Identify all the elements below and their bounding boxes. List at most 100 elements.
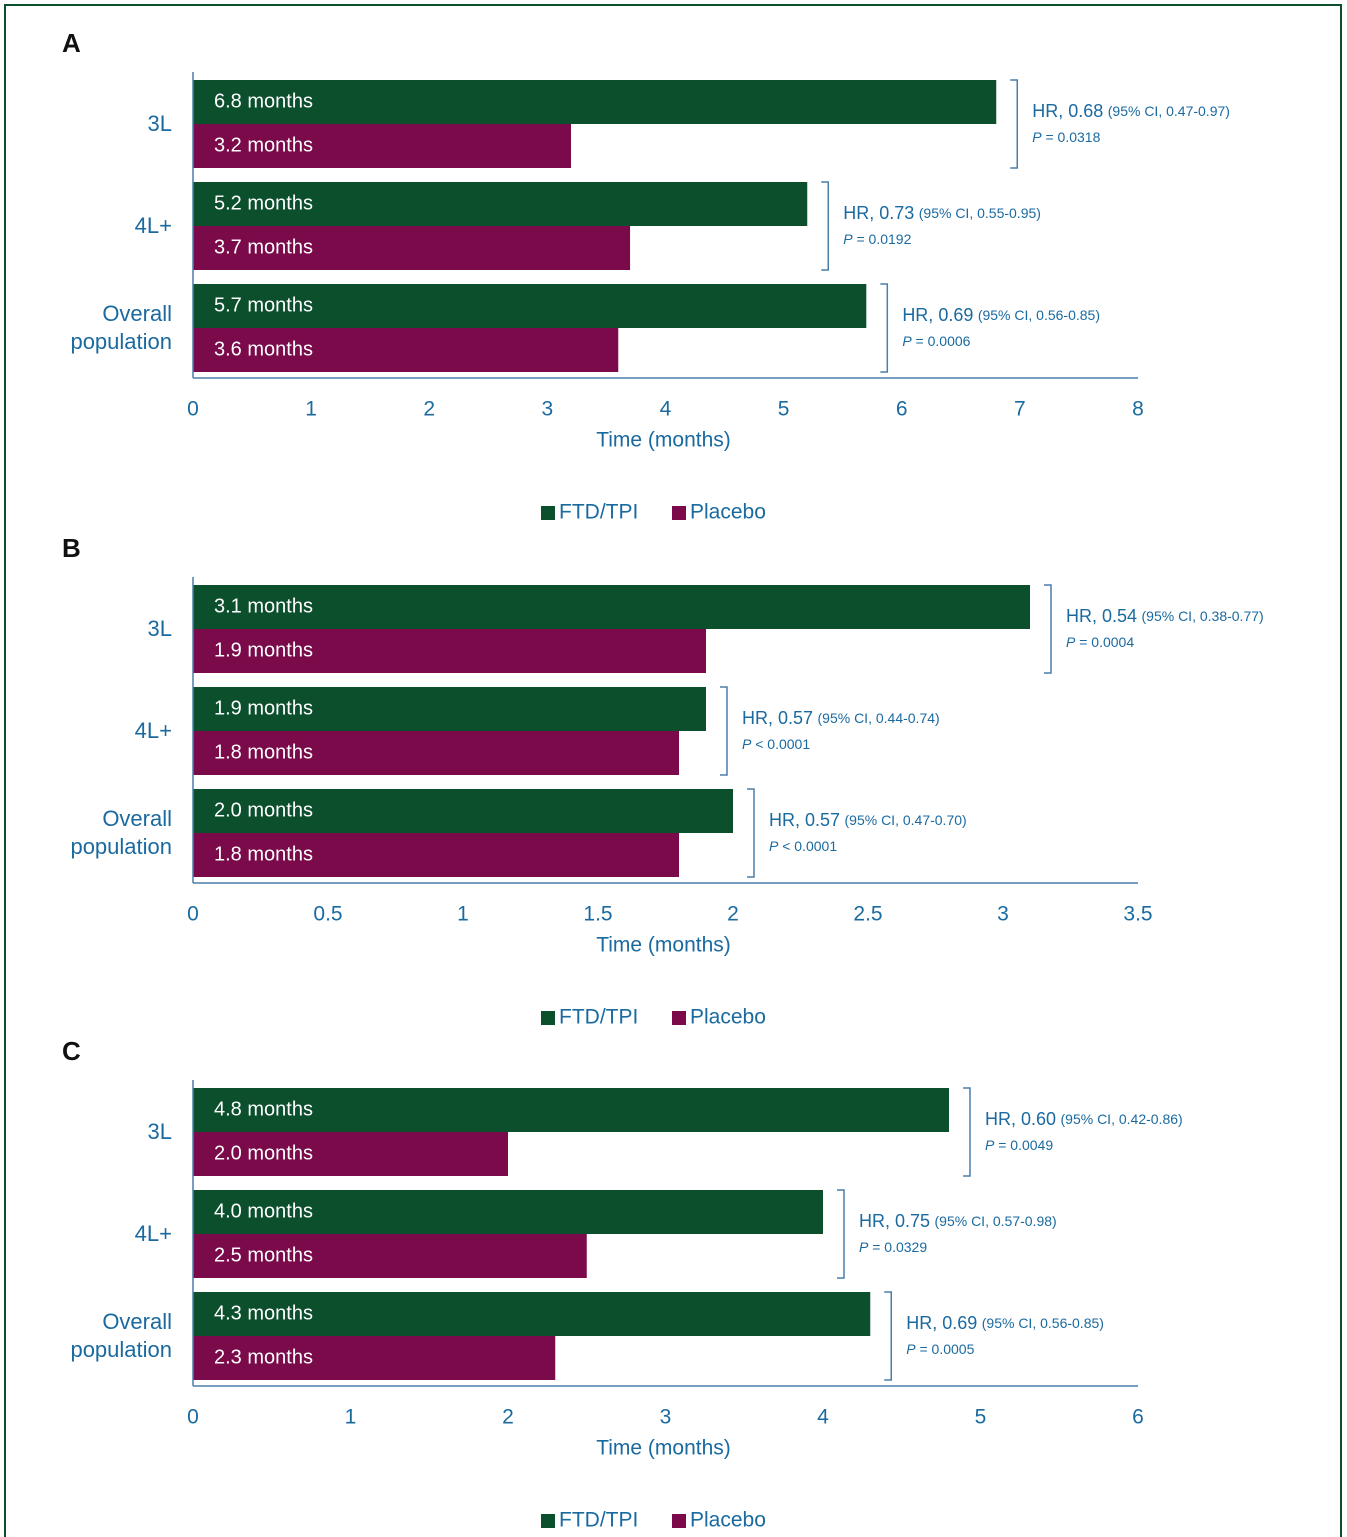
x-tick-label: 2 [423,398,435,421]
x-tick-label: 1 [457,903,469,926]
hr-annotation: HR, 0.69 (95% CI, 0.56-0.85) [906,1313,1104,1333]
bar [193,1234,587,1278]
hr-annotation: HR, 0.75 (95% CI, 0.57-0.98) [859,1211,1057,1231]
legend-label: FTD/TPI [559,501,638,524]
bracket [880,283,889,373]
x-tick-label: 5 [975,1406,987,1429]
hr-value: HR, 0.69 [906,1313,977,1333]
hr-ci: (95% CI, 0.47-0.70) [845,812,967,828]
x-tick-label: 0 [187,398,199,421]
y-tick-label: Overall population [70,301,172,354]
hr-ci: (95% CI, 0.55-0.95) [919,205,1041,221]
category-label-box: 4L+ [134,213,172,238]
hr-annotation: HR, 0.57 (95% CI, 0.47-0.70) [769,810,967,830]
panel-label: A [62,28,81,58]
p-symbol: P [742,736,752,752]
hr-ci: (95% CI, 0.42-0.86) [1061,1111,1183,1127]
category-label-box: 3L [148,1119,172,1144]
x-tick-label: 7 [1014,398,1026,421]
y-tick-label: 3L [147,616,172,641]
category-label-box: 4L+ [134,1221,172,1246]
hr-ci: (95% CI, 0.56-0.85) [978,307,1100,323]
category-label-box: Overall population [70,806,172,859]
bar [193,1132,508,1176]
bracket [747,788,755,878]
bar [193,629,706,673]
legend-label: Placebo [690,501,766,524]
value-label: 4.0 months [214,1200,313,1222]
hr-value: HR, 0.75 [859,1211,930,1231]
p-value: < 0.0001 [782,838,837,854]
bracket [1044,584,1052,674]
p-annotation: P = 0.0329 [859,1239,927,1255]
legend-swatch [541,1514,555,1528]
bar [193,789,733,833]
legend-swatch [541,1011,555,1025]
hr-annotation: HR, 0.54 (95% CI, 0.38-0.77) [1066,606,1264,626]
border [4,4,1342,1537]
x-tick-label: 2.5 [853,903,882,926]
category-label-box: Overall population [70,1309,172,1362]
value-label: 1.8 months [214,741,313,763]
x-tick-label: 2 [502,1406,514,1429]
legend-label: Placebo [690,1509,766,1532]
bracket [963,1087,971,1177]
bar [193,833,679,877]
p-value: = 0.0006 [916,333,971,349]
bar [193,124,571,168]
hr-ci: (95% CI, 0.38-0.77) [1142,608,1264,624]
p-annotation: P < 0.0001 [769,838,837,854]
legend-label: FTD/TPI [559,1006,638,1029]
p-symbol: P [906,1341,916,1357]
p-value: = 0.0004 [1079,634,1134,650]
value-label: 3.1 months [214,595,313,617]
p-annotation: P = 0.0049 [985,1137,1053,1153]
x-tick-label: 3 [660,1406,672,1429]
x-axis-label: Time (months) [596,1437,731,1460]
category-label-box: 4L+ [135,718,172,743]
p-annotation: P < 0.0001 [742,736,810,752]
value-label: 4.8 months [214,1098,313,1120]
hr-annotation: HR, 0.73 (95% CI, 0.55-0.95) [843,203,1041,223]
p-annotation: P = 0.0005 [906,1341,974,1357]
x-tick-label: 0 [187,903,199,926]
x-tick-label: 6 [896,398,908,421]
p-symbol: P [1066,634,1076,650]
y-tick-label: 4L+ [134,213,172,238]
p-value: < 0.0001 [755,736,810,752]
bracket [720,686,728,776]
x-tick-label: 0.5 [313,903,342,926]
x-tick-label: 3 [542,398,554,421]
value-label: 2.0 months [214,1142,313,1164]
value-label: 4.3 months [214,1302,313,1324]
value-label: 1.9 months [214,639,313,661]
p-value: = 0.0329 [872,1239,927,1255]
value-label: 3.2 months [214,134,313,156]
p-symbol: P [859,1239,869,1255]
y-tick-label: 4L+ [134,1221,172,1246]
bar [193,328,619,372]
value-label: 6.8 months [214,90,313,112]
legend-swatch [672,506,686,520]
category-label-box: 3L [147,616,172,641]
hr-value: HR, 0.60 [985,1109,1056,1129]
panel-label: C [62,1036,81,1066]
hr-annotation: HR, 0.60 (95% CI, 0.42-0.86) [985,1109,1183,1129]
category-label-box: 3L [148,111,172,136]
bar [193,80,997,124]
bar [193,284,867,328]
value-label: 2.0 months [214,799,313,821]
legend-label: FTD/TPI [559,1509,638,1532]
hr-value: HR, 0.54 [1066,606,1137,626]
value-label: 2.3 months [214,1346,313,1368]
panel-label: B [62,533,81,563]
p-value: = 0.0049 [998,1137,1053,1153]
x-tick-label: 8 [1132,398,1144,421]
y-tick-label: Overall population [70,1309,172,1362]
x-tick-label: 4 [817,1406,829,1429]
bar [193,1292,871,1336]
bracket [884,1291,892,1381]
value-label: 3.6 months [214,338,313,360]
x-tick-label: 1.5 [583,903,612,926]
